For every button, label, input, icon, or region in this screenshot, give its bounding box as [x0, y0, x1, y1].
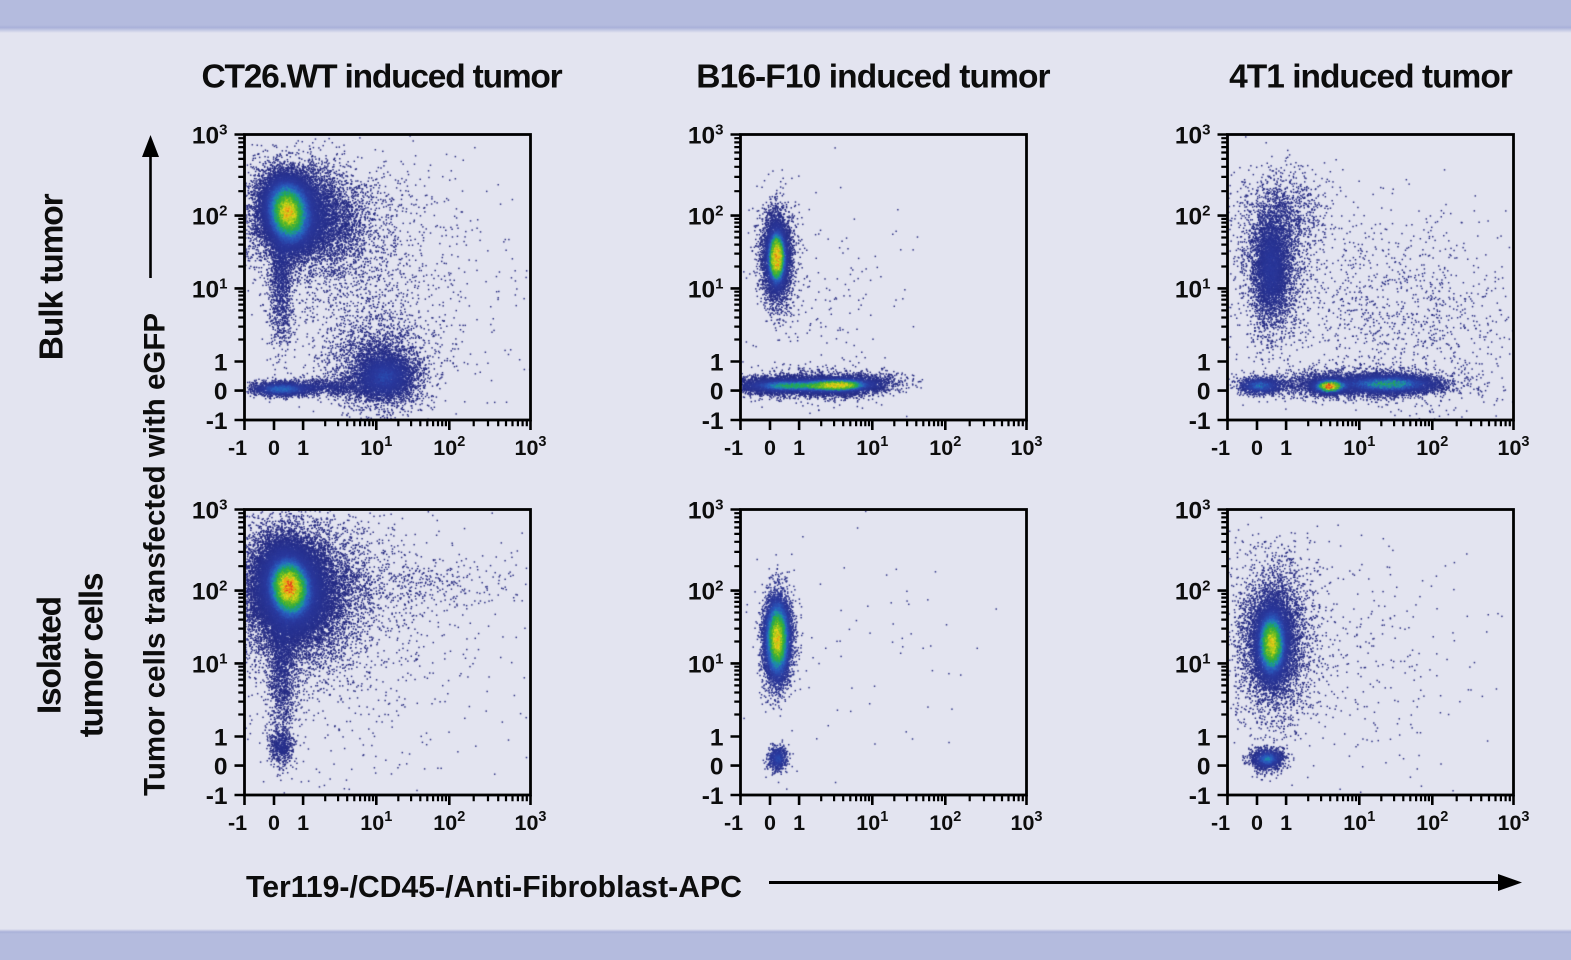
svg-text:-1: -1	[1211, 811, 1230, 835]
svg-text:101: 101	[1343, 809, 1375, 835]
svg-text:102: 102	[1416, 809, 1448, 835]
svg-text:0: 0	[710, 379, 724, 406]
svg-text:1: 1	[1280, 811, 1292, 835]
svg-text:101: 101	[1343, 434, 1375, 460]
svg-text:101: 101	[192, 650, 228, 678]
svg-text:Bulk tumor: Bulk tumor	[34, 193, 71, 360]
svg-text:102: 102	[192, 203, 228, 231]
svg-text:102: 102	[688, 203, 724, 231]
svg-text:Tumor cells transfected with e: Tumor cells transfected with eGFP	[139, 313, 172, 796]
svg-text:-1: -1	[206, 408, 228, 435]
svg-text:4T1 induced tumor: 4T1 induced tumor	[1229, 59, 1513, 96]
svg-text:1: 1	[1197, 350, 1211, 377]
svg-text:0: 0	[710, 754, 724, 781]
svg-text:101: 101	[1175, 275, 1211, 303]
svg-text:1: 1	[214, 725, 228, 752]
svg-text:103: 103	[688, 497, 724, 525]
svg-text:1: 1	[793, 811, 805, 835]
svg-text:103: 103	[688, 122, 724, 150]
svg-text:Isolated: Isolated	[32, 597, 69, 714]
svg-text:102: 102	[929, 809, 961, 835]
svg-text:0: 0	[214, 754, 228, 781]
svg-text:102: 102	[433, 434, 465, 460]
svg-text:0: 0	[1251, 811, 1263, 835]
svg-text:-1: -1	[702, 783, 724, 810]
svg-text:101: 101	[688, 650, 724, 678]
svg-text:1: 1	[793, 436, 805, 460]
svg-text:103: 103	[1175, 122, 1211, 150]
svg-text:103: 103	[1011, 809, 1043, 835]
svg-text:101: 101	[1175, 650, 1211, 678]
svg-text:1: 1	[297, 436, 309, 460]
svg-text:0: 0	[1197, 754, 1211, 781]
svg-text:102: 102	[1175, 203, 1211, 231]
svg-text:101: 101	[688, 275, 724, 303]
svg-text:102: 102	[1175, 578, 1211, 606]
svg-text:1: 1	[1280, 436, 1292, 460]
svg-text:-1: -1	[228, 436, 247, 460]
svg-text:-1: -1	[724, 436, 743, 460]
svg-text:tumor cells: tumor cells	[73, 573, 110, 737]
svg-text:0: 0	[764, 436, 776, 460]
svg-text:103: 103	[515, 809, 547, 835]
svg-text:102: 102	[433, 809, 465, 835]
svg-text:-1: -1	[1211, 436, 1230, 460]
svg-text:0: 0	[268, 811, 280, 835]
svg-text:0: 0	[1251, 436, 1263, 460]
svg-text:101: 101	[360, 809, 392, 835]
svg-text:103: 103	[1011, 434, 1043, 460]
svg-text:101: 101	[360, 434, 392, 460]
svg-text:B16-F10 induced tumor: B16-F10 induced tumor	[696, 59, 1050, 96]
svg-text:-1: -1	[702, 408, 724, 435]
svg-text:103: 103	[1498, 434, 1530, 460]
svg-text:0: 0	[214, 379, 228, 406]
svg-text:1: 1	[214, 350, 228, 377]
svg-text:101: 101	[192, 275, 228, 303]
svg-text:102: 102	[1416, 434, 1448, 460]
svg-text:CT26.WT induced tumor: CT26.WT induced tumor	[201, 59, 562, 96]
svg-text:102: 102	[192, 578, 228, 606]
svg-text:1: 1	[710, 725, 724, 752]
svg-text:-1: -1	[1189, 408, 1211, 435]
svg-text:1: 1	[710, 350, 724, 377]
svg-text:-1: -1	[724, 811, 743, 835]
svg-text:Ter119-/CD45-/Anti-Fibroblast-: Ter119-/CD45-/Anti-Fibroblast-APC	[246, 871, 742, 904]
svg-text:-1: -1	[1189, 783, 1211, 810]
svg-text:101: 101	[856, 809, 888, 835]
svg-text:103: 103	[1498, 809, 1530, 835]
svg-text:0: 0	[1197, 379, 1211, 406]
svg-text:-1: -1	[206, 783, 228, 810]
svg-text:102: 102	[929, 434, 961, 460]
svg-text:103: 103	[515, 434, 547, 460]
svg-text:0: 0	[268, 436, 280, 460]
svg-text:1: 1	[1197, 725, 1211, 752]
svg-text:103: 103	[192, 497, 228, 525]
svg-text:-1: -1	[228, 811, 247, 835]
svg-text:103: 103	[192, 122, 228, 150]
svg-text:103: 103	[1175, 497, 1211, 525]
svg-text:102: 102	[688, 578, 724, 606]
svg-text:101: 101	[856, 434, 888, 460]
svg-text:1: 1	[297, 811, 309, 835]
svg-text:0: 0	[764, 811, 776, 835]
